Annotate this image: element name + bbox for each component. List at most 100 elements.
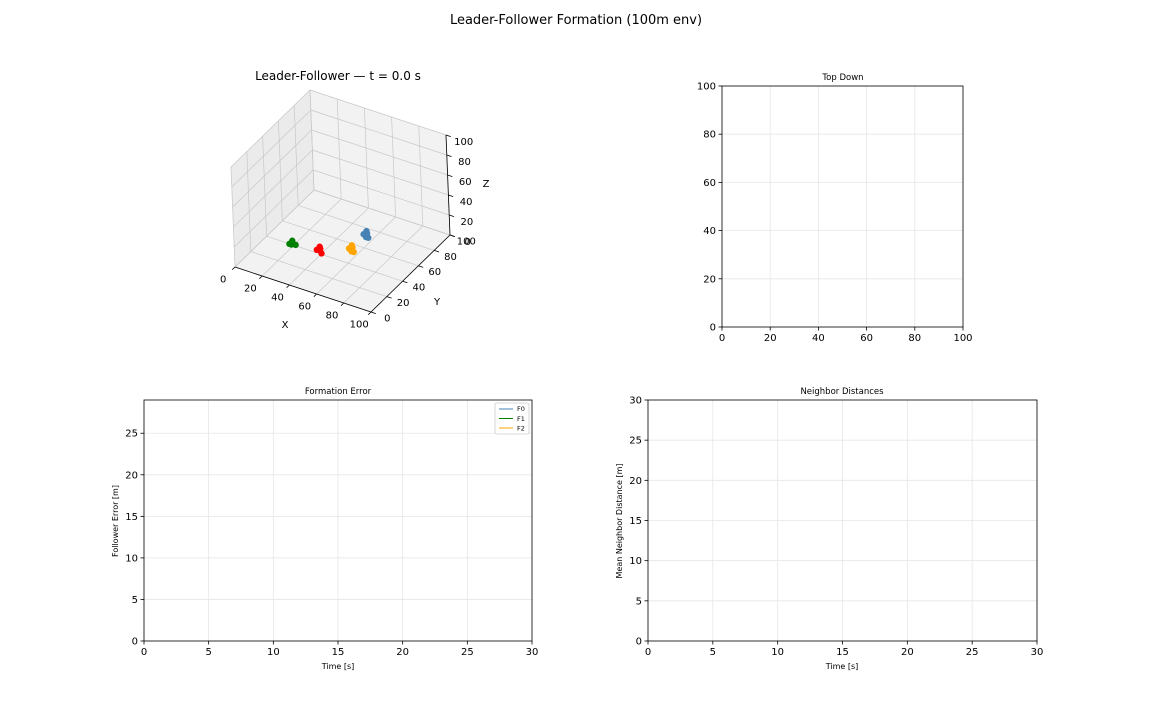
plot-3d-title: Leader-Follower — t = 0.0 s (255, 69, 421, 83)
formation-error-xtick-label: 20 (396, 647, 409, 658)
plot-top-down-frame (721, 85, 964, 328)
neighbor-distances-xtick-label: 25 (966, 647, 979, 658)
top-down-ytick-label: 40 (703, 226, 716, 237)
plot-3d-z-grid-back (309, 89, 447, 136)
plot-3d-point (348, 248, 355, 255)
plot-3d-ylabel: Y (433, 297, 441, 308)
plot-3d-x-tick-label: 100 (350, 320, 369, 331)
plot-3d-z-tick (449, 234, 455, 237)
plot-3d-x-grid-floor (289, 207, 369, 286)
plot-3d-z-grid-back (310, 109, 447, 156)
plot-3d: Leader-Follower — t = 0.0 s 020406080100… (220, 69, 490, 331)
plot-3d-panes (230, 89, 451, 313)
formation-error-ytick-label: 25 (125, 429, 138, 440)
plot-neighbor-distances-ticks: 0 5 10 15 20 25 30 0 5 10 15 20 25 30 (629, 396, 1043, 659)
plot-3d-z-tick (448, 194, 454, 197)
plot-3d-y-grid-left (309, 89, 315, 191)
neighbor-distances-ytick-label: 0 (636, 637, 642, 648)
plot-top-down: Top Down 0 20 40 60 80 100 0 20 40 60 80 100 (697, 73, 973, 344)
plot-3d-y-tick-label: 60 (428, 267, 441, 278)
plot-3d-y-tick-label: 20 (397, 298, 410, 309)
plot-3d-x-tick-label: 40 (271, 293, 284, 304)
plot-3d-x-tick-label: 0 (220, 275, 226, 286)
formation-error-xtick-label: 25 (461, 647, 474, 658)
plot-3d-point (348, 242, 356, 249)
formation-error-ytick-label: 20 (125, 470, 138, 481)
legend-label-f2: F2 (517, 425, 525, 433)
plot-3d-y-grid-left (278, 120, 283, 221)
plot-3d-y-grid-floor (250, 251, 387, 297)
plot-3d-z-tick-label: 100 (454, 137, 473, 148)
plot-3d-x-grid-back (418, 125, 424, 227)
plot-formation-error-title: Formation Error (305, 387, 372, 397)
neighbor-distances-xtick-label: 0 (645, 647, 651, 658)
plot-3d-x-grid-back (364, 107, 369, 209)
plot-3d-z-tick (447, 174, 453, 177)
plot-3d-y-tick (418, 265, 424, 268)
plot-neighbor-distances-ylabel: Mean Neighbor Distance [m] (615, 464, 624, 579)
neighbor-distances-xtick-label: 30 (1031, 647, 1044, 658)
top-down-xtick-label: 100 (953, 333, 972, 344)
plot-3d-y-grid-left (230, 166, 236, 268)
plot-3d-y-grid-left (262, 136, 267, 237)
plot-3d-z-grid-left (234, 189, 315, 268)
plot-3d-x-tick (259, 275, 263, 279)
plot-formation-error-ticks: 0 5 10 15 20 25 30 0 5 10 15 20 25 (125, 429, 538, 658)
neighbor-distances-ytick-label: 5 (636, 596, 642, 607)
plot-3d-y-axis-line (370, 234, 451, 313)
neighbor-distances-ytick-label: 30 (629, 396, 642, 407)
plot-3d-y-tick (370, 311, 376, 314)
neighbor-distances-ytick-label: 25 (629, 436, 642, 447)
plot-3d-x-tick-label: 20 (244, 284, 257, 295)
formation-error-xtick-label: 0 (141, 647, 147, 658)
plot-3d-y-tick (386, 296, 392, 299)
plot-3d-z-tick-label: 80 (458, 157, 471, 168)
neighbor-distances-xtick-label: 10 (771, 647, 784, 658)
plot-neighbor-distances-grid (647, 399, 1038, 642)
formation-error-xtick-label: 30 (526, 647, 539, 658)
plot-3d-z-grid-left (233, 169, 314, 248)
plot-3d-x-tick-label: 60 (298, 302, 311, 313)
plot-formation-error-frame (143, 399, 533, 642)
top-down-xtick-label: 40 (812, 333, 825, 344)
plot-3d-point (362, 233, 370, 241)
plot-3d-x-grid-floor (316, 216, 396, 295)
plot-3d-y-tick-label: 100 (457, 236, 476, 247)
plot-3d-z-tick-label: 20 (461, 217, 474, 228)
plot-3d-z-tick-label: 0 (464, 237, 470, 248)
top-down-ytick-label: 80 (703, 130, 716, 141)
plot-3d-x-grid-floor (343, 225, 424, 304)
plot-3d-y-grid-floor (298, 205, 435, 251)
plot-3d-z-grid-left (233, 149, 313, 228)
plot-3d-x-tick (313, 293, 317, 297)
neighbor-distances-ytick-label: 20 (629, 476, 642, 487)
plot-3d-z-tick (445, 134, 451, 137)
plot-3d-y-grid-left (246, 151, 252, 252)
plot-neighbor-distances-title: Neighbor Distances (800, 387, 884, 397)
plot-3d-y-tick-label: 40 (413, 283, 426, 294)
plot-3d-z-tick (446, 154, 452, 157)
plot-top-down-ticks: 0 20 40 60 80 100 0 20 40 60 80 100 (697, 82, 973, 345)
plot-formation-error-xlabel: Time [s] (321, 662, 355, 671)
plot-3d-point (315, 246, 323, 253)
plot-top-down-title: Top Down (821, 73, 863, 83)
top-down-ytick-label: 100 (697, 82, 716, 93)
plot-3d-x-tick-label: 80 (326, 311, 339, 322)
plot-3d-y-grid-left (293, 105, 299, 206)
formation-error-ytick-label: 15 (125, 512, 138, 523)
plot-3d-z-grid-back (313, 189, 451, 236)
neighbor-distances-xtick-label: 20 (901, 647, 914, 658)
neighbor-distances-xtick-label: 15 (836, 647, 849, 658)
top-down-ytick-label: 0 (710, 323, 716, 334)
plot-formation-error-grid (143, 400, 533, 642)
top-down-ytick-label: 60 (703, 178, 716, 189)
plot-3d-y-tick (402, 280, 408, 284)
top-down-xtick-label: 20 (764, 333, 777, 344)
legend-label-f1: F1 (517, 415, 525, 423)
plot-3d-z-tick (449, 214, 455, 217)
top-down-xtick-label: 60 (860, 333, 873, 344)
plot-formation-error: Formation Error 0 5 10 15 20 25 30 0 5 10 15 20 25 T… (111, 387, 538, 671)
neighbor-distances-xtick-label: 5 (710, 647, 716, 658)
plot-3d-z-grid-left (231, 109, 312, 188)
